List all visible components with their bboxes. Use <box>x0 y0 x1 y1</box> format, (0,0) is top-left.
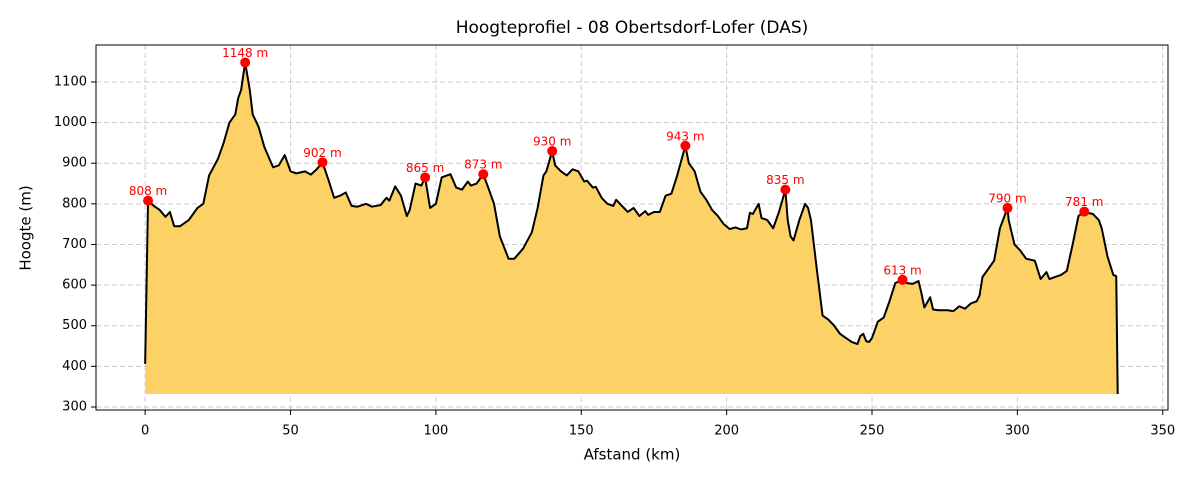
area-fill <box>145 62 1118 394</box>
chart-title: Hoogteprofiel - 08 Obertsdorf-Lofer (DAS… <box>456 18 809 38</box>
peak-marker <box>1002 202 1013 213</box>
y-axis-label: Hoogte (m) <box>17 185 35 270</box>
peak-marker <box>240 57 251 68</box>
plot-frame <box>95 44 1169 411</box>
y-tick-label: 1100 <box>54 74 87 89</box>
y-tick-label: 1000 <box>54 115 87 130</box>
peak-label: 930 m <box>533 135 571 149</box>
peak-marker <box>143 195 154 206</box>
elevation-line <box>144 61 1119 395</box>
peak-label: 613 m <box>883 263 921 277</box>
peak-label: 873 m <box>464 158 502 172</box>
x-tick-label: 350 <box>1150 424 1175 439</box>
x-tick-label: 50 <box>282 424 299 439</box>
peak-label: 790 m <box>988 191 1026 205</box>
y-tick-label: 800 <box>62 196 87 211</box>
peak-marker <box>478 169 489 180</box>
x-tick-label: 150 <box>569 424 594 439</box>
x-axis-label: Afstand (km) <box>584 446 681 464</box>
peak-label: 902 m <box>303 146 341 160</box>
y-tick-label: 500 <box>62 318 87 333</box>
peak-marker <box>420 172 431 183</box>
peak-marker <box>1079 206 1090 217</box>
x-tick-label: 0 <box>141 424 149 439</box>
y-tick-label: 300 <box>62 399 87 414</box>
y-tick-label: 700 <box>62 237 87 252</box>
peak-label: 1148 m <box>222 46 268 60</box>
y-tick-label: 400 <box>62 359 87 374</box>
peak-marker <box>780 184 791 195</box>
peak-label: 781 m <box>1065 195 1103 209</box>
x-tick-label: 250 <box>860 424 885 439</box>
peak-marker <box>317 157 328 168</box>
peak-marker <box>680 140 691 151</box>
x-tick-label: 200 <box>714 424 739 439</box>
peak-marker <box>547 146 558 157</box>
x-tick-label: 300 <box>1005 424 1030 439</box>
y-tick-label: 600 <box>62 278 87 293</box>
peak-label: 808 m <box>129 184 167 198</box>
peak-label: 865 m <box>406 161 444 175</box>
peak-label: 835 m <box>766 173 804 187</box>
y-tick-label: 900 <box>62 156 87 171</box>
peak-marker <box>897 274 908 285</box>
x-tick-label: 100 <box>423 424 448 439</box>
peak-label: 943 m <box>666 129 704 143</box>
